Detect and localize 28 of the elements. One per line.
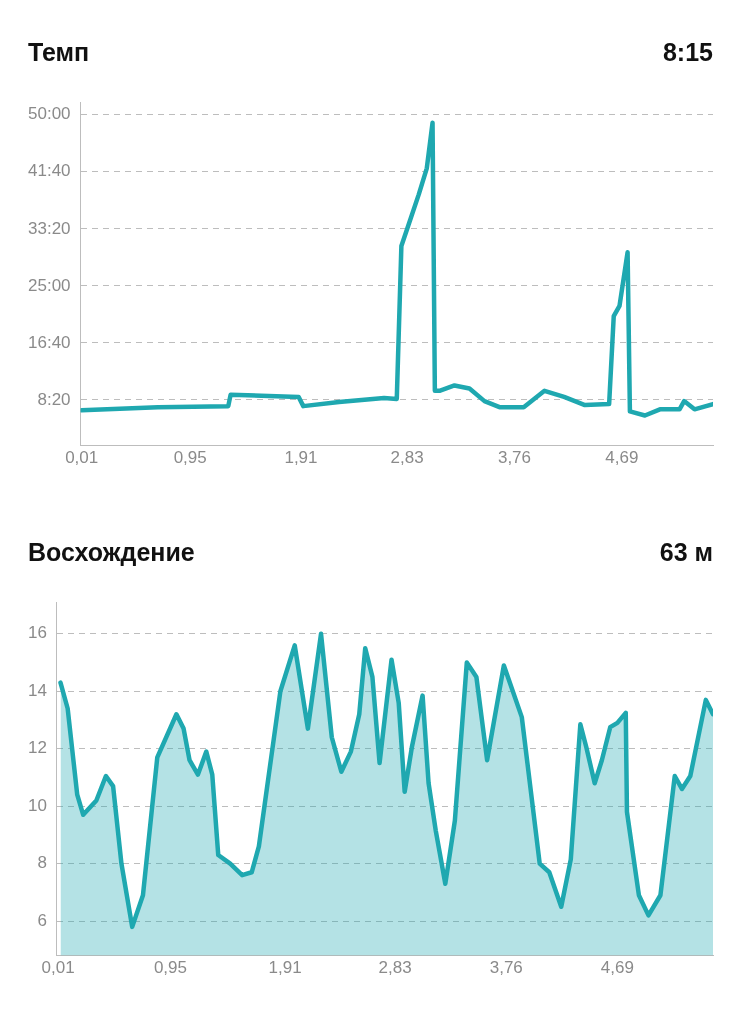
- x-tick-label: 0,01: [41, 958, 75, 978]
- chart-title: Темп: [28, 37, 90, 67]
- x-tick-label: 1,91: [284, 448, 318, 468]
- text: 8:15: [662, 37, 713, 67]
- y-tick-label: 8:20: [37, 389, 71, 409]
- y-tick-label: 25:00: [27, 275, 71, 295]
- x-tick-label: 2,83: [390, 448, 424, 468]
- x-tick-label: 3,76: [497, 448, 532, 468]
- x-tick-label: 4,69: [600, 958, 634, 978]
- x-tick-label: 0,01: [65, 448, 99, 468]
- chart-title: Восхождение: [28, 537, 195, 567]
- y-tick-label: 16: [27, 623, 47, 643]
- y-tick-label: 12: [27, 738, 47, 758]
- y-tick-label: 50:00: [27, 104, 71, 124]
- y-tick-label: 8: [37, 853, 47, 873]
- y-tick-label: 10: [27, 795, 47, 815]
- y-tick-label: 33:20: [27, 218, 71, 238]
- x-tick-label: 3,76: [489, 958, 523, 978]
- x-tick-label: 1,91: [268, 958, 302, 978]
- x-tick-label: 2,83: [378, 958, 412, 978]
- y-tick-label: 41:40: [27, 161, 71, 181]
- y-tick-label: 16:40: [27, 332, 71, 352]
- text: 63 м: [659, 537, 713, 567]
- y-tick-label: 14: [27, 680, 47, 700]
- x-tick-label: 0,95: [173, 448, 207, 468]
- x-tick-label: 4,69: [605, 448, 639, 468]
- x-tick-label: 0,95: [153, 958, 187, 978]
- y-tick-label: 6: [37, 910, 47, 930]
